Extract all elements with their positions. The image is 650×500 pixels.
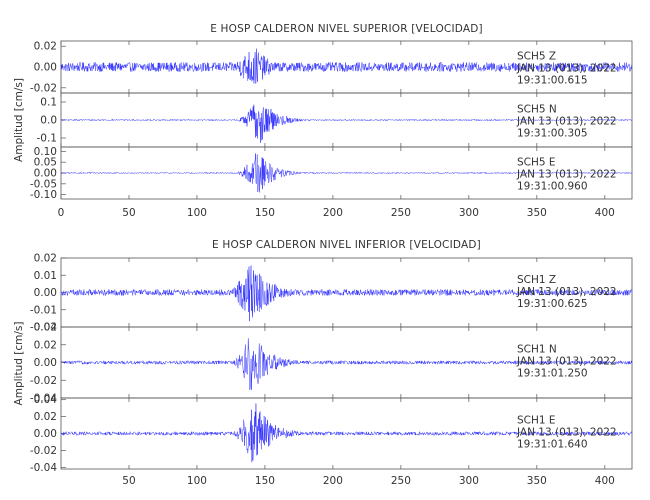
x-tick-label: 50 (122, 207, 135, 219)
y-tick-label: 0.04 (34, 394, 58, 406)
y-axis-label: Amplitud [cm/s] (13, 322, 25, 406)
x-tick-label: 350 (527, 207, 547, 219)
y-tick-label: -0.02 (30, 82, 57, 94)
y-tick-label: 0.02 (34, 41, 57, 53)
station-component-label: SCH5 Z (517, 51, 556, 63)
waveform-trace (60, 48, 633, 84)
station-component-label: SCH1 N (517, 344, 557, 356)
y-tick-label: 0.00 (34, 357, 57, 369)
waveform-trace (60, 153, 633, 193)
y-tick-label: 0.00 (34, 168, 57, 180)
y-tick-label: 0.0 (40, 115, 57, 127)
x-tick-label: 400 (595, 475, 615, 487)
x-tick-label: 100 (187, 207, 207, 219)
y-tick-label: -0.02 (30, 445, 57, 457)
station-component-label: SCH1 E (517, 415, 556, 427)
record-date-label: JAN 13 (013), 2022 (516, 115, 617, 127)
x-tick-label: 200 (323, 475, 343, 487)
record-date-label: JAN 13 (013), 2022 (516, 427, 617, 439)
x-tick-label: 300 (459, 475, 479, 487)
x-tick-label: 150 (255, 207, 275, 219)
record-date-label: JAN 13 (013), 2022 (516, 356, 617, 368)
waveform-trace (60, 338, 633, 390)
y-tick-label: 0.02 (34, 339, 57, 351)
record-time-label: 19:31:00.305 (517, 127, 588, 139)
y-tick-label: 0.00 (34, 428, 57, 440)
station-component-label: SCH1 Z (517, 274, 556, 286)
x-tick-label: 50 (122, 475, 135, 487)
plots-layer: E HOSP CALDERON NIVEL SUPERIOR [VELOCIDA… (13, 23, 633, 487)
record-time-label: 19:31:01.640 (517, 439, 588, 451)
y-tick-label: -0.01 (30, 304, 57, 316)
station-component-label: SCH5 N (517, 103, 557, 115)
y-axis-label: Amplitud [cm/s] (13, 78, 25, 162)
chart-inferior: E HOSP CALDERON NIVEL INFERIOR [VELOCIDA… (13, 239, 633, 487)
record-time-label: 19:31:00.615 (517, 75, 588, 87)
x-tick-label: 350 (527, 475, 547, 487)
record-date-label: JAN 13 (013), 2022 (516, 63, 617, 75)
y-tick-label: -0.05 (30, 178, 57, 190)
waveform-trace (60, 265, 633, 322)
x-tick-label: 400 (595, 207, 615, 219)
station-component-label: SCH5 E (517, 157, 556, 169)
y-tick-label: 0.00 (34, 62, 57, 74)
y-tick-label: -0.1 (37, 133, 58, 145)
y-tick-label: 0.1 (40, 97, 57, 109)
x-tick-label: 100 (187, 475, 207, 487)
y-tick-label: -0.02 (30, 322, 57, 334)
record-time-label: 19:31:00.625 (517, 298, 588, 310)
record-time-label: 19:31:00.960 (517, 181, 588, 193)
y-tick-label: 0.04 (34, 322, 58, 334)
chart-title: E HOSP CALDERON NIVEL INFERIOR [VELOCIDA… (212, 239, 481, 251)
y-tick-label: 0.10 (34, 146, 57, 158)
chart-title: E HOSP CALDERON NIVEL SUPERIOR [VELOCIDA… (210, 23, 483, 35)
waveform-trace (60, 403, 633, 463)
record-date-label: JAN 13 (013), 2022 (516, 169, 617, 181)
y-tick-label: 0.02 (34, 253, 57, 265)
x-tick-label: 200 (323, 207, 343, 219)
y-tick-label: -0.04 (30, 393, 57, 405)
y-tick-label: 0.05 (34, 157, 57, 169)
waveform-trace (60, 104, 633, 143)
record-date-label: JAN 13 (013), 2022 (516, 286, 617, 298)
chart-superior: E HOSP CALDERON NIVEL SUPERIOR [VELOCIDA… (13, 23, 633, 219)
y-tick-label: 0.00 (34, 287, 57, 299)
x-tick-label: 300 (459, 207, 479, 219)
y-tick-label: -0.04 (30, 462, 57, 474)
x-tick-label: 0 (58, 207, 65, 219)
x-tick-label: 250 (391, 207, 411, 219)
y-tick-label: -0.10 (30, 189, 57, 201)
record-time-label: 19:31:01.250 (517, 368, 588, 380)
y-tick-label: -0.02 (30, 375, 57, 387)
y-tick-label: 0.02 (34, 411, 57, 423)
y-tick-label: 0.01 (34, 270, 57, 282)
x-tick-label: 150 (255, 475, 275, 487)
x-tick-label: 250 (391, 475, 411, 487)
